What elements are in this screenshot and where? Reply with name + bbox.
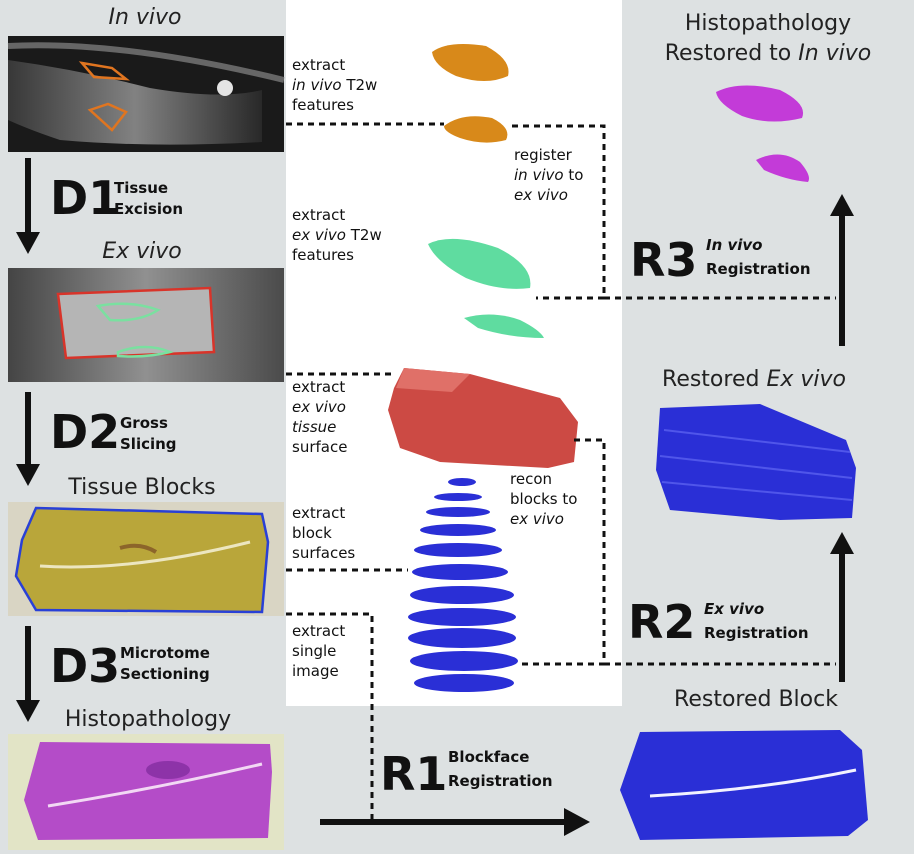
note-single-image-3: image (292, 662, 339, 680)
note-recon-3: ex vivo (510, 510, 564, 528)
d2-line2: Slicing (120, 435, 177, 453)
note-in-vivo-features-3: features (292, 96, 354, 114)
r2-line1: Ex vivo (704, 600, 764, 618)
r1-line2: Registration (448, 772, 553, 790)
r2-line2: Registration (704, 624, 809, 642)
r2-arrowhead (830, 532, 854, 554)
restored-histo-line1: Histopathology (685, 11, 851, 36)
stage-ex-vivo-label: Ex vivo (102, 239, 182, 264)
r3-line2: Registration (706, 260, 811, 278)
restored-ex-vivo-blue-stack (656, 404, 856, 520)
d3-line1: Microtome (120, 644, 210, 662)
in-vivo-orange-lesions (432, 44, 509, 143)
note-ex-vivo-features-2b: T2w (346, 226, 382, 244)
ex-vivo-red-tissue-surface (388, 368, 578, 468)
d2-line1: Gross (120, 414, 168, 432)
note-register-1: register (514, 146, 573, 164)
connector-recon (520, 438, 606, 666)
restored-histo-line2a: Restored to (665, 41, 799, 66)
note-tissue-surface-4: surface (292, 438, 347, 456)
note-in-vivo-features-2a: in vivo (292, 76, 342, 94)
note-ex-vivo-features-1: extract (292, 206, 345, 224)
restored-histo-line2b: In vivo (798, 41, 871, 66)
r1-code: R1 (380, 747, 447, 801)
d1-arrowhead (16, 232, 40, 254)
note-register-2: in vivo to (514, 166, 583, 184)
restored-ex-vivo-a: Restored (662, 367, 766, 392)
note-block-surfaces-1: extract (292, 504, 345, 522)
connector-register (512, 124, 606, 300)
note-in-vivo-features-2b: T2w (342, 76, 378, 94)
restored-ex-vivo-label: Restored Ex vivo (662, 367, 846, 392)
r1-arrowhead (564, 808, 590, 836)
d2-arrowhead (16, 464, 40, 486)
r2-code: R2 (628, 595, 695, 649)
r3-line1: In vivo (706, 236, 762, 254)
restored-in-vivo-magenta-lesions (716, 85, 809, 182)
note-recon-1: recon (510, 470, 552, 488)
d1-line2: Excision (114, 200, 183, 218)
note-tissue-surface-2: ex vivo (292, 398, 346, 416)
note-register-2a: in vivo (514, 166, 564, 184)
note-recon-2: blocks to (510, 490, 577, 508)
connector-single-image (286, 612, 374, 820)
restored-block-blue-surface (620, 730, 868, 840)
restored-block-label: Restored Block (674, 687, 838, 712)
d3-code: D3 (50, 639, 120, 693)
note-block-surfaces-2: block (292, 524, 332, 542)
tissue-block-blue-slices (408, 478, 518, 692)
r3-code: R3 (630, 233, 697, 287)
histopathology-slide-image (8, 734, 284, 850)
d3-line2: Sectioning (120, 665, 210, 683)
note-block-surfaces-3: surfaces (292, 544, 355, 562)
d1-line1: Tissue (114, 179, 168, 197)
note-ex-vivo-features-2: ex vivo T2w (292, 226, 382, 244)
restored-ex-vivo-b: Ex vivo (766, 367, 846, 392)
d2-code: D2 (50, 405, 120, 459)
r1-line1: Blockface (448, 748, 529, 766)
note-in-vivo-features-2: in vivo T2w (292, 76, 377, 94)
in-vivo-mri-image (7, 36, 285, 152)
d1-code: D1 (50, 171, 120, 225)
stage-histopathology-label: Histopathology (65, 707, 231, 732)
note-ex-vivo-features-2a: ex vivo (292, 226, 346, 244)
note-single-image-1: extract (292, 622, 345, 640)
note-tissue-surface-3: tissue (292, 418, 336, 436)
note-tissue-surface-1: extract (292, 378, 345, 396)
stage-tissue-blocks-label: Tissue Blocks (67, 475, 215, 500)
restored-histo-line2: Restored to In vivo (665, 41, 872, 66)
tissue-block-photo (8, 502, 284, 616)
note-register-2b: to (564, 166, 584, 184)
stage-in-vivo-label: In vivo (108, 5, 181, 30)
r3-arrowhead (830, 194, 854, 216)
note-ex-vivo-features-3: features (292, 246, 354, 264)
ex-vivo-mri-image (8, 268, 284, 382)
d3-arrowhead (16, 700, 40, 722)
note-single-image-2: single (292, 642, 336, 660)
note-in-vivo-features-1: extract (292, 56, 345, 74)
ex-vivo-green-lesions (428, 238, 544, 338)
note-register-3: ex vivo (514, 186, 568, 204)
